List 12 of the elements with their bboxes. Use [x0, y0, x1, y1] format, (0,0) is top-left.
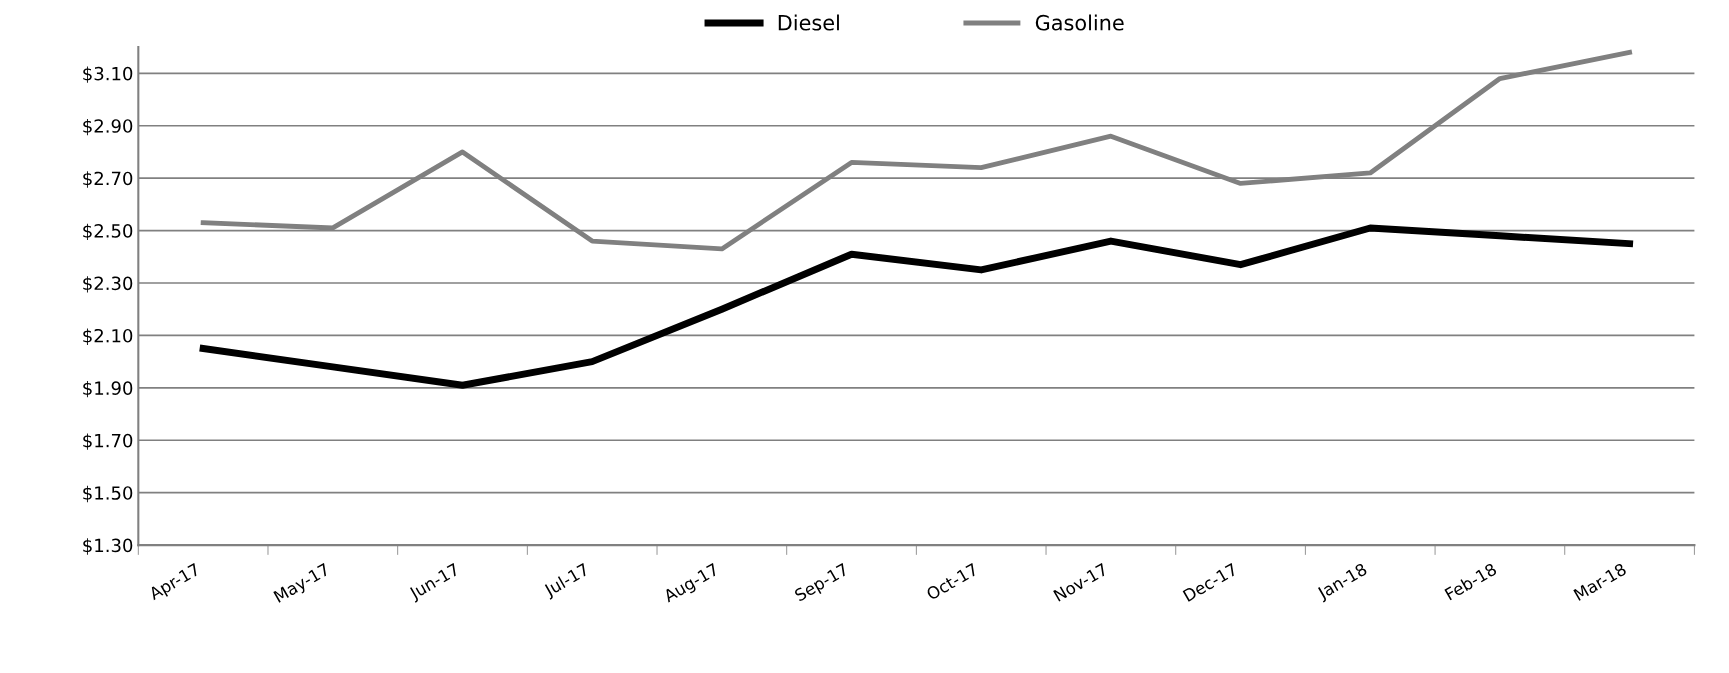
y-tick-label: $1.30 — [83, 538, 133, 555]
y-tick-label: $2.50 — [83, 223, 133, 241]
legend-label: Diesel — [778, 14, 839, 31]
y-tick-label: $2.10 — [83, 328, 133, 345]
y-tick-label: $1.70 — [83, 433, 133, 450]
y-tick-label: $1.90 — [83, 381, 133, 398]
y-tick-label: $1.50 — [83, 485, 133, 503]
y-tick-label: $2.90 — [83, 118, 133, 136]
y-tick-label: $3.10 — [83, 66, 133, 83]
y-tick-label: $2.70 — [83, 171, 133, 188]
y-tick-label: $2.30 — [83, 276, 133, 293]
legend-label: Gasoline — [1035, 14, 1124, 31]
